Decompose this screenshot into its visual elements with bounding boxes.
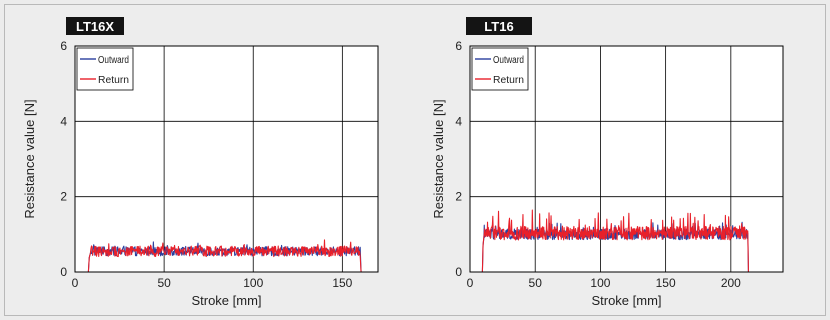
x-tick-label: 50	[157, 276, 171, 290]
y-tick-label: 2	[455, 190, 462, 204]
y-tick-label: 4	[60, 114, 67, 128]
chart-title-badge	[66, 17, 124, 35]
chart-1: 0 50 100 150 200 0 2 4 6 Stroke [mm] Resistance va…	[431, 17, 784, 308]
plot-frame	[469, 45, 784, 273]
series-line-return	[75, 239, 378, 273]
legend-label-outward: Outward	[98, 55, 129, 66]
x-axis-label: Stroke [mm]	[591, 293, 661, 308]
x-tick-label: 50	[529, 276, 543, 290]
y-tick-label: 2	[60, 190, 67, 204]
x-tick-label: 0	[72, 276, 79, 290]
series-line-outward	[470, 221, 783, 273]
y-tick-label: 0	[455, 265, 462, 279]
legend-label-return: Return	[98, 75, 129, 86]
chart-title: LT16X	[76, 19, 114, 34]
x-tick-label: 100	[590, 276, 610, 290]
y-tick-label: 6	[60, 39, 67, 53]
legend-label-return: Return	[493, 75, 524, 86]
x-tick-label: 200	[721, 276, 741, 290]
series-line-return	[470, 209, 783, 273]
x-axis-label: Stroke [mm]	[191, 293, 261, 308]
x-tick-label: 100	[243, 276, 263, 290]
y-tick-label: 0	[60, 265, 67, 279]
x-tick-label: 0	[467, 276, 474, 290]
y-tick-label: 6	[455, 39, 462, 53]
y-axis-label: Resistance value [N]	[22, 99, 37, 218]
chart-title: LT16	[484, 19, 513, 34]
legend-box	[471, 47, 529, 91]
y-axis-label: Resistance value [N]	[431, 99, 446, 218]
x-tick-label: 150	[656, 276, 676, 290]
plot-frame	[74, 45, 379, 273]
y-tick-label: 4	[455, 114, 462, 128]
legend-box	[76, 47, 134, 91]
chart-0: 0 50 100 150 0 2 4 6 Stroke [mm] Resistance value…	[22, 17, 379, 308]
chart-title-badge	[466, 17, 532, 35]
legend-label-outward: Outward	[493, 55, 524, 66]
x-tick-label: 150	[332, 276, 352, 290]
